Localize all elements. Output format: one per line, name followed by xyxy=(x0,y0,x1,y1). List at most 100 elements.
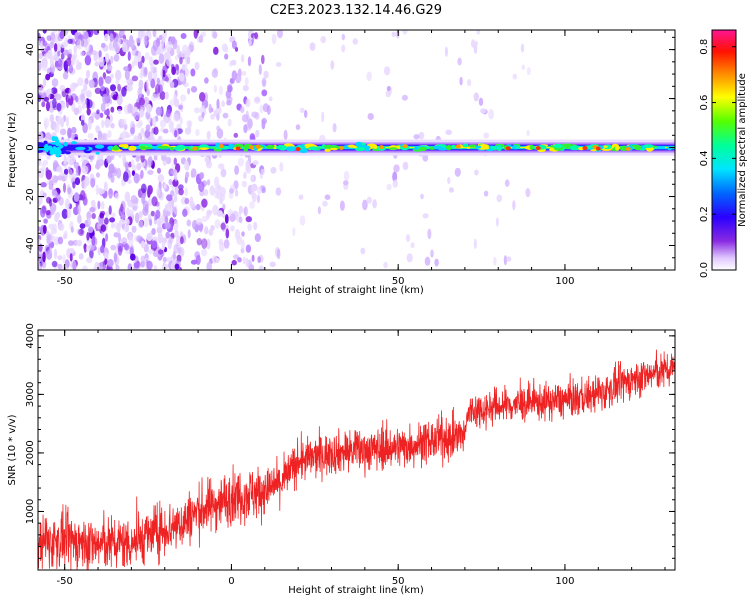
noise-speckle xyxy=(230,225,235,232)
noise-speckle xyxy=(182,208,188,217)
noise-speckle xyxy=(525,188,531,198)
noise-speckle xyxy=(161,240,166,251)
noise-speckle xyxy=(112,166,118,177)
spectral-line-blob xyxy=(47,145,53,151)
noise-speckle xyxy=(78,228,85,236)
spectral-line-blob xyxy=(157,145,170,149)
noise-speckle xyxy=(121,86,127,97)
noise-speckle xyxy=(321,111,325,123)
spectral-line-blob xyxy=(243,146,248,152)
noise-speckle xyxy=(237,157,245,167)
noise-speckle xyxy=(88,79,95,89)
noise-speckle xyxy=(224,53,229,60)
noise-speckle xyxy=(138,211,143,219)
y-tick-label: -20 xyxy=(25,188,36,204)
noise-speckle xyxy=(150,62,155,74)
noise-speckle xyxy=(144,129,151,139)
noise-speckle xyxy=(221,100,226,107)
noise-speckle xyxy=(206,179,211,186)
noise-speckle xyxy=(275,187,282,196)
noise-speckle xyxy=(130,253,136,261)
noise-speckle xyxy=(225,228,230,239)
noise-speckle xyxy=(82,165,89,174)
noise-speckle xyxy=(49,41,55,49)
noise-speckle xyxy=(103,181,108,192)
noise-speckle xyxy=(242,256,246,265)
noise-speckle xyxy=(169,81,175,89)
noise-speckle xyxy=(169,99,176,106)
noise-speckle xyxy=(495,217,499,227)
noise-speckle xyxy=(147,71,153,82)
spectral-line-blob xyxy=(94,144,105,149)
spectral-line-blob xyxy=(38,142,45,148)
noise-speckle xyxy=(241,70,247,76)
noise-speckle xyxy=(194,224,199,233)
noise-speckle xyxy=(153,154,158,161)
x-tick-label: -50 xyxy=(57,276,73,287)
noise-speckle xyxy=(391,31,397,38)
noise-speckle xyxy=(150,78,156,89)
noise-speckle xyxy=(162,256,167,263)
noise-speckle xyxy=(140,106,145,117)
noise-speckle xyxy=(127,209,134,216)
spectral-line-blob xyxy=(515,145,521,149)
noise-speckle xyxy=(88,119,92,130)
noise-speckle xyxy=(206,130,211,140)
noise-speckle xyxy=(243,206,248,217)
noise-speckle xyxy=(122,171,129,182)
noise-speckle xyxy=(104,118,111,128)
noise-speckle xyxy=(66,98,69,109)
noise-speckle xyxy=(422,153,429,162)
noise-speckle xyxy=(79,223,86,229)
noise-speckle xyxy=(146,232,153,242)
snr-axes: -50 0 50 100 1000 2000 3000 4000 xyxy=(25,323,675,587)
noise-speckle xyxy=(124,69,130,80)
noise-speckle xyxy=(343,180,349,186)
noise-speckle xyxy=(330,60,335,70)
spectral-line-blob xyxy=(569,145,578,151)
noise-speckle xyxy=(521,64,525,71)
noise-speckle xyxy=(164,91,169,100)
noise-speckle xyxy=(153,126,159,135)
noise-speckle xyxy=(173,220,179,231)
spectral-line-blob xyxy=(298,148,309,153)
noise-speckle xyxy=(67,38,73,45)
noise-speckle xyxy=(186,56,191,65)
noise-speckle xyxy=(68,240,74,246)
noise-speckle xyxy=(165,231,170,239)
noise-speckle xyxy=(97,130,103,141)
spectral-line-blob xyxy=(142,146,153,150)
noise-speckle xyxy=(109,217,116,223)
noise-speckle xyxy=(157,232,163,243)
noise-speckle xyxy=(275,62,282,67)
noise-speckle xyxy=(422,213,429,219)
noise-speckle xyxy=(208,228,214,236)
noise-speckle xyxy=(178,72,185,82)
noise-speckle xyxy=(157,218,162,228)
noise-speckle xyxy=(156,226,163,234)
noise-speckle xyxy=(181,64,186,71)
spectral-line-blob xyxy=(432,145,443,150)
noise-speckle xyxy=(169,127,176,133)
noise-speckle xyxy=(186,120,193,128)
y-tick-label: 20 xyxy=(25,92,36,105)
noise-speckle xyxy=(81,153,85,163)
spectral-hot-spot xyxy=(455,144,461,149)
noise-speckle xyxy=(526,67,531,76)
noise-speckle xyxy=(176,44,180,55)
noise-speckle xyxy=(182,44,189,53)
noise-speckle xyxy=(56,175,64,181)
noise-speckle xyxy=(51,260,58,268)
noise-speckle xyxy=(127,103,132,114)
noise-speckle xyxy=(61,208,69,219)
noise-speckle xyxy=(97,200,101,210)
noise-speckle xyxy=(245,216,252,223)
y-tick-label: 2000 xyxy=(25,440,36,465)
noise-speckle xyxy=(100,102,106,112)
noise-speckle xyxy=(178,188,184,196)
y-tick-label: 4000 xyxy=(25,323,36,348)
spectral-line-blob xyxy=(614,146,620,151)
noise-speckle xyxy=(162,128,169,134)
noise-speckle xyxy=(219,197,224,205)
noise-speckle xyxy=(135,156,140,163)
